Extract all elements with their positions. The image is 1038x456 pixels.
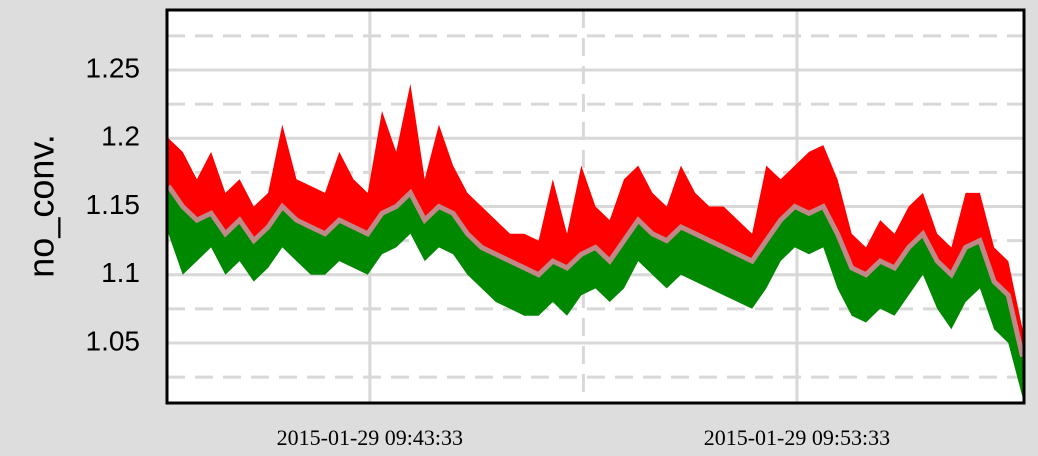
upper-band — [168, 83, 1023, 357]
x-tick-label: 2015-01-29 09:43:33 — [277, 425, 463, 450]
y-tick-label: 1.1 — [101, 257, 140, 288]
plot-frame — [165, 8, 1026, 405]
x-tick-label: 2015-01-29 09:53:33 — [704, 425, 890, 450]
y-tick-label: 1.25 — [86, 52, 141, 83]
lower-band — [168, 186, 1023, 398]
y-tick-label: 1.2 — [101, 121, 140, 152]
y-axis-label: no_conv. — [21, 134, 62, 277]
y-tick-label: 1.15 — [86, 189, 141, 220]
mean-line — [166, 184, 1026, 358]
y-tick-label: 1.05 — [86, 325, 141, 356]
